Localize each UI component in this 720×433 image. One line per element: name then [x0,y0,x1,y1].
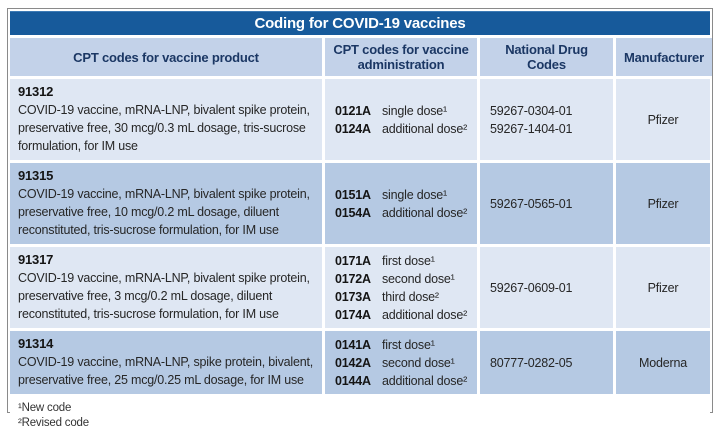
footnotes: ¹New code ²Revised code [10,397,710,433]
admin-dose-label: single dose¹ [382,103,448,118]
admin-cpt-code: 0121A [335,103,371,118]
table-row-91312: 91312 COVID-19 vaccine, mRNA-LNP, bivale… [10,79,710,160]
admin-cpt-code: 0144A [335,373,371,388]
admin-cpt-code: 0141A [335,337,371,352]
product-description: COVID-19 vaccine, mRNA-LNP, spike protei… [18,355,314,387]
product-description: COVID-19 vaccine, mRNA-LNP, bivalent spi… [18,271,310,321]
admin-dose-label: second dose¹ [382,271,455,286]
table-row-91317: 91317 COVID-19 vaccine, mRNA-LNP, bivale… [10,247,710,328]
admin-cell: 0171A first dose¹ 0172A second dose¹ 017… [325,247,477,328]
table-title: Coding for COVID-19 vaccines [10,11,710,35]
admin-dose-label: additional dose² [382,307,468,322]
admin-code-line: 0173A third dose² [335,288,469,306]
admin-cpt-code: 0124A [335,121,371,136]
table-header-row: CPT codes for vaccine product CPT codes … [10,38,712,76]
admin-cpt-code: 0151A [335,187,371,202]
admin-code-line: 0124A additional dose² [335,120,469,138]
manufacturer-cell: Pfizer [616,163,710,244]
admin-cell: 0121A single dose¹ 0124A additional dose… [325,79,477,160]
table-row-91315: 91315 COVID-19 vaccine, mRNA-LNP, bivale… [10,163,710,244]
product-cell: 91312 COVID-19 vaccine, mRNA-LNP, bivale… [10,79,322,160]
admin-dose-label: single dose¹ [382,187,448,202]
admin-cpt-code: 0174A [335,307,371,322]
cpt-product-code: 91315 [18,168,54,183]
ndc-cell: 80777-0282-05 [480,331,613,394]
header-administration: CPT codes for vaccine administration [325,38,477,76]
admin-cpt-code: 0173A [335,289,371,304]
coding-table: Coding for COVID-19 vaccines CPT codes f… [7,8,713,433]
product-cell: 91314 COVID-19 vaccine, mRNA-LNP, spike … [10,331,322,394]
admin-dose-label: first dose¹ [382,253,435,268]
product-description: COVID-19 vaccine, mRNA-LNP, bivalent spi… [18,187,310,237]
header-ndc: National Drug Codes [480,38,613,76]
admin-dose-label: additional dose² [382,121,468,136]
manufacturer-cell: Pfizer [616,79,710,160]
admin-code-line: 0154A additional dose² [335,204,469,222]
footnote-revised-code: ²Revised code [18,417,89,429]
admin-dose-label: second dose¹ [382,355,455,370]
header-product: CPT codes for vaccine product [10,38,322,76]
manufacturer-cell: Moderna [616,331,710,394]
admin-code-line: 0151A single dose¹ [335,186,469,204]
admin-dose-label: additional dose² [382,205,468,220]
manufacturer-cell: Pfizer [616,247,710,328]
admin-cpt-code: 0154A [335,205,371,220]
admin-code-line: 0144A additional dose² [335,372,469,390]
admin-cpt-code: 0172A [335,271,371,286]
admin-cpt-code: 0142A [335,355,371,370]
ndc-cell: 59267-0609-01 [480,247,613,328]
footnote-new-code: ¹New code [18,402,72,414]
admin-cpt-code: 0171A [335,253,371,268]
admin-code-line: 0171A first dose¹ [335,252,469,270]
admin-dose-label: third dose² [382,289,439,304]
product-cell: 91315 COVID-19 vaccine, mRNA-LNP, bivale… [10,163,322,244]
admin-code-line: 0121A single dose¹ [335,102,469,120]
page-background: Coding for COVID-19 vaccines CPT codes f… [7,8,713,433]
admin-cell: 0141A first dose¹ 0142A second dose¹ 014… [325,331,477,394]
admin-dose-label: additional dose² [382,373,468,388]
table-row-91314: 91314 COVID-19 vaccine, mRNA-LNP, spike … [10,331,710,394]
cpt-product-code: 91314 [18,336,54,351]
admin-code-line: 0174A additional dose² [335,306,469,324]
admin-cell: 0151A single dose¹ 0154A additional dose… [325,163,477,244]
admin-dose-label: first dose¹ [382,337,435,352]
cpt-product-code: 91312 [18,84,54,99]
header-manufacturer: Manufacturer [616,38,712,76]
ndc-cell: 59267-0304-01 59267-1404-01 [480,79,613,160]
cpt-product-code: 91317 [18,252,54,267]
admin-code-line: 0172A second dose¹ [335,270,469,288]
admin-code-line: 0142A second dose¹ [335,354,469,372]
admin-code-line: 0141A first dose¹ [335,336,469,354]
ndc-cell: 59267-0565-01 [480,163,613,244]
product-description: COVID-19 vaccine, mRNA-LNP, bivalent spi… [18,103,310,153]
product-cell: 91317 COVID-19 vaccine, mRNA-LNP, bivale… [10,247,322,328]
